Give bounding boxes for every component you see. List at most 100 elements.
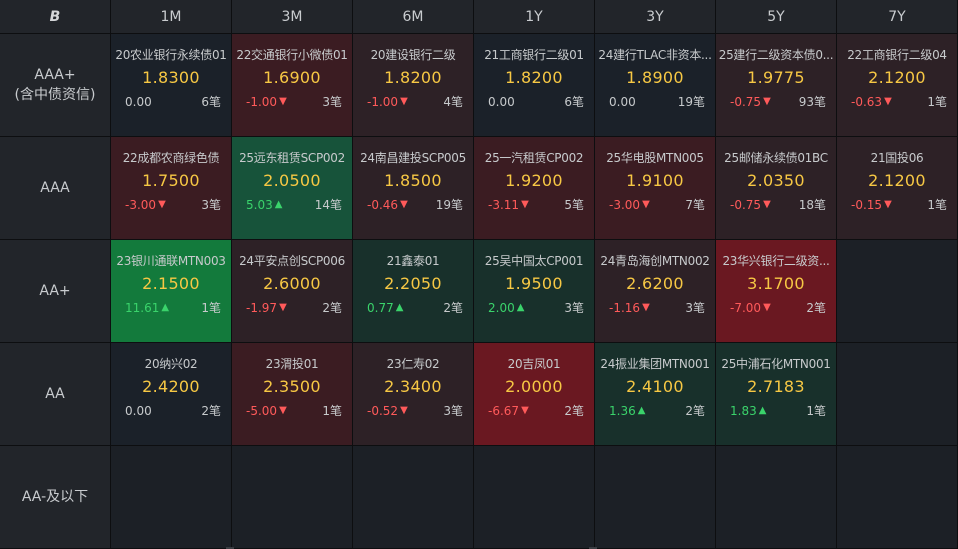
bond-cell[interactable]: 24青岛海创MTN002 2.6200 -1.16 ▼ 3笔 (595, 240, 715, 342)
bond-meta: -0.15 ▼ 1笔 (837, 196, 957, 213)
yield-change: -0.63 ▼ (851, 93, 892, 110)
bond-cell[interactable]: 23银川通联MTN003 2.1500 11.61 ▲ 1笔 (111, 240, 231, 342)
bond-cell[interactable]: 21国投06 2.1200 -0.15 ▼ 1笔 (837, 137, 957, 239)
column-resize-handle[interactable] (226, 547, 234, 549)
bond-cell[interactable]: 22交通银行小微债01 1.6900 -1.00 ▼ 3笔 (232, 34, 352, 136)
trade-count: 3笔 (322, 95, 342, 109)
column-header-1m[interactable]: 1M (111, 0, 231, 33)
bond-meta: 0.00 6笔 (111, 93, 231, 110)
rating-label: AA (45, 386, 65, 402)
yield-change: -6.67 ▼ (488, 402, 529, 419)
arrow-down-icon: ▼ (763, 199, 771, 210)
bond-cell[interactable]: 21工商银行二级01 1.8200 0.00 6笔 (474, 34, 594, 136)
bond-cell[interactable]: 22工商银行二级04 2.1200 -0.63 ▼ 1笔 (837, 34, 957, 136)
bond-yield: 2.0000 (505, 377, 563, 396)
change-value: -7.00 (730, 300, 762, 315)
arrow-down-icon: ▼ (763, 302, 771, 313)
change-value: -3.11 (488, 197, 520, 212)
bond-meta: -1.00 ▼ 4笔 (353, 93, 473, 110)
arrow-down-icon: ▼ (884, 199, 892, 210)
change-value: -3.00 (609, 197, 641, 212)
bond-cell[interactable]: 25华电股MTN005 1.9100 -3.00 ▼ 7笔 (595, 137, 715, 239)
column-header-5y[interactable]: 5Y (716, 0, 836, 33)
bond-yield: 2.4100 (626, 377, 684, 396)
bond-meta: 0.00 2笔 (111, 402, 231, 419)
bond-meta: -0.52 ▼ 3笔 (353, 402, 473, 419)
column-header-3m[interactable]: 3M (232, 0, 352, 33)
bond-cell[interactable]: 25中浦石化MTN001 2.7183 1.83 ▲ 1笔 (716, 343, 836, 445)
bond-meta: -7.00 ▼ 2笔 (716, 299, 836, 316)
change-value: 0.00 (488, 94, 515, 109)
arrow-down-icon: ▼ (521, 405, 529, 416)
trade-count: 2笔 (322, 301, 342, 315)
yield-change: -3.00 ▼ (125, 196, 166, 213)
bond-cell[interactable]: 25远东租赁SCP002 2.0500 5.03 ▲ 14笔 (232, 137, 352, 239)
bond-cell[interactable]: 24建行TLAC非资本... 1.8900 0.00 19笔 (595, 34, 715, 136)
bond-cell[interactable]: 20纳兴02 2.4200 0.00 2笔 (111, 343, 231, 445)
bond-cell[interactable]: 20吉凤01 2.0000 -6.67 ▼ 2笔 (474, 343, 594, 445)
yield-change: 0.00 (125, 93, 152, 110)
bond-name: 20吉凤01 (507, 357, 561, 371)
column-header-7y[interactable]: 7Y (837, 0, 957, 33)
empty-cell (474, 446, 594, 548)
bond-name: 20建设银行二级 (370, 48, 456, 62)
arrow-down-icon: ▼ (521, 199, 529, 210)
bond-cell[interactable]: 24振业集团MTN001 2.4100 1.36 ▲ 2笔 (595, 343, 715, 445)
column-header-6m[interactable]: 6M (353, 0, 473, 33)
bond-yield: 2.1200 (868, 68, 926, 87)
bond-name: 24振业集团MTN001 (600, 357, 710, 371)
bond-cell[interactable]: 25建行二级资本债0... 1.9775 -0.75 ▼ 93笔 (716, 34, 836, 136)
row-header: AAA (0, 137, 110, 239)
arrow-up-icon: ▲ (395, 302, 404, 313)
bond-name: 23渭投01 (265, 357, 319, 371)
bond-cell[interactable]: 23华兴银行二级资... 3.1700 -7.00 ▼ 2笔 (716, 240, 836, 342)
bond-meta: -3.00 ▼ 3笔 (111, 196, 231, 213)
empty-cell (353, 446, 473, 548)
bond-yield: 1.9100 (626, 171, 684, 190)
bond-cell[interactable]: 21鑫泰01 2.2050 0.77 ▲ 2笔 (353, 240, 473, 342)
bond-name: 24青岛海创MTN002 (600, 254, 710, 268)
bond-meta: 0.00 6笔 (474, 93, 594, 110)
bond-cell[interactable]: 25吴中国太CP001 1.9500 2.00 ▲ 3笔 (474, 240, 594, 342)
row-header: AA-及以下 (0, 446, 110, 548)
bond-meta: -3.11 ▼ 5笔 (474, 196, 594, 213)
arrow-down-icon: ▼ (400, 96, 408, 107)
arrow-down-icon: ▼ (642, 199, 650, 210)
bond-cell[interactable]: 22成都农商绿色债 1.7500 -3.00 ▼ 3笔 (111, 137, 231, 239)
trade-count: 6笔 (564, 95, 584, 109)
bond-yield: 1.9500 (505, 274, 563, 293)
bond-name: 25建行二级资本债0... (718, 48, 834, 62)
yield-change: 0.77 ▲ (367, 299, 403, 316)
bond-cell[interactable]: 20农业银行永续债01 1.8300 0.00 6笔 (111, 34, 231, 136)
bond-yield: 2.7183 (747, 377, 805, 396)
bond-name: 22工商银行二级04 (847, 48, 947, 62)
bond-yield: 2.6200 (626, 274, 684, 293)
bond-yield: 2.0500 (263, 171, 321, 190)
bond-name: 25吴中国太CP001 (484, 254, 584, 268)
yield-change: -1.00 ▼ (367, 93, 408, 110)
bond-cell[interactable]: 25邮储永续债01BC 2.0350 -0.75 ▼ 18笔 (716, 137, 836, 239)
yield-change: -0.75 ▼ (730, 93, 771, 110)
column-header-1y[interactable]: 1Y (474, 0, 594, 33)
yield-change: -0.52 ▼ (367, 402, 408, 419)
bond-name: 25华电股MTN005 (606, 151, 704, 165)
arrow-down-icon: ▼ (642, 302, 650, 313)
bond-name: 24建行TLAC非资本... (598, 48, 712, 62)
yield-change: 11.61 ▲ (125, 299, 169, 316)
bond-cell[interactable]: 25一汽租赁CP002 1.9200 -3.11 ▼ 5笔 (474, 137, 594, 239)
bond-cell[interactable]: 24南昌建投SCP005 1.8500 -0.46 ▼ 19笔 (353, 137, 473, 239)
bond-yield: 1.7500 (142, 171, 200, 190)
bond-cell[interactable]: 23渭投01 2.3500 -5.00 ▼ 1笔 (232, 343, 352, 445)
bond-cell[interactable]: 20建设银行二级 1.8200 -1.00 ▼ 4笔 (353, 34, 473, 136)
change-value: 2.00 (488, 300, 515, 315)
trade-count: 1笔 (927, 95, 947, 109)
column-resize-handle[interactable] (589, 547, 597, 549)
change-value: 0.00 (125, 403, 152, 418)
bond-name: 20农业银行永续债01 (115, 48, 227, 62)
bond-name: 24南昌建投SCP005 (360, 151, 466, 165)
column-header-3y[interactable]: 3Y (595, 0, 715, 33)
yield-change: -0.15 ▼ (851, 196, 892, 213)
change-value: -1.00 (246, 94, 278, 109)
bond-cell[interactable]: 23仁寿02 2.3400 -0.52 ▼ 3笔 (353, 343, 473, 445)
bond-cell[interactable]: 24平安点创SCP006 2.6000 -1.97 ▼ 2笔 (232, 240, 352, 342)
